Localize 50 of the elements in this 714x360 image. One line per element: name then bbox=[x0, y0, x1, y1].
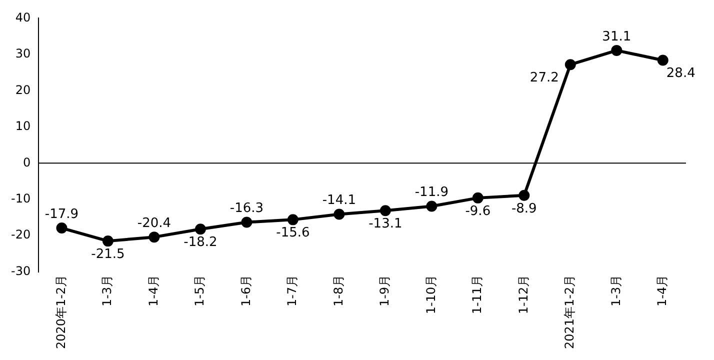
data-label: -13.1 bbox=[368, 216, 402, 232]
point bbox=[148, 232, 160, 243]
x-tick-label: 1-4月 bbox=[146, 274, 160, 306]
x-tick-label: 1-3月 bbox=[608, 274, 623, 306]
y-tick-label: 30 bbox=[15, 46, 31, 61]
x-tick-label: 2020年1-2月 bbox=[54, 274, 68, 349]
data-label: 31.1 bbox=[602, 29, 632, 44]
x-tick-label: 1-3月 bbox=[100, 274, 114, 306]
x-tick-label: 1-5月 bbox=[192, 274, 207, 306]
x-tick-label: 2021年1-2月 bbox=[562, 274, 577, 349]
data-label: -20.4 bbox=[137, 216, 172, 231]
data-label: 27.2 bbox=[530, 70, 559, 86]
data-label: -17.9 bbox=[44, 206, 79, 222]
point bbox=[194, 224, 206, 235]
point bbox=[472, 192, 484, 204]
x-tick-label: 1-10月 bbox=[424, 274, 438, 314]
x-tick-label: 1-8月 bbox=[331, 274, 346, 306]
y-tick-label: -20 bbox=[10, 228, 31, 242]
y-tick-label: 0 bbox=[22, 155, 31, 170]
data-label: -8.9 bbox=[511, 201, 537, 216]
data-label: -15.6 bbox=[276, 226, 310, 241]
point bbox=[102, 236, 114, 247]
data-label: -14.1 bbox=[322, 193, 356, 208]
y-tick-label: -30 bbox=[10, 264, 31, 278]
x-tick-label: 1-7月 bbox=[285, 274, 300, 306]
x-tick-label: 1-12月 bbox=[516, 274, 530, 314]
y-tick-label: 20 bbox=[15, 82, 31, 97]
data-label: 28.4 bbox=[666, 66, 696, 82]
point bbox=[380, 205, 391, 216]
point bbox=[518, 190, 530, 201]
point bbox=[56, 222, 68, 234]
x-tick-label: 1-4月 bbox=[655, 274, 670, 306]
data-label: -21.5 bbox=[91, 246, 125, 262]
x-tick-label: 1-6月 bbox=[238, 274, 253, 306]
y-tick-label: 40 bbox=[15, 10, 31, 24]
point bbox=[426, 200, 438, 212]
point bbox=[287, 214, 298, 226]
point bbox=[657, 54, 668, 66]
x-tick-label: 1-9月 bbox=[378, 274, 392, 306]
point bbox=[334, 208, 345, 220]
point bbox=[564, 59, 576, 70]
y-tick-label: 10 bbox=[15, 119, 31, 134]
point bbox=[611, 44, 622, 56]
data-label: -9.6 bbox=[465, 204, 491, 219]
data-label: -16.3 bbox=[230, 201, 264, 216]
data-label: -18.2 bbox=[184, 234, 218, 250]
x-tick-label: 1-11月 bbox=[470, 274, 484, 314]
data-label: -11.9 bbox=[414, 185, 448, 200]
point bbox=[241, 216, 252, 228]
y-tick-label: -10 bbox=[10, 192, 31, 206]
